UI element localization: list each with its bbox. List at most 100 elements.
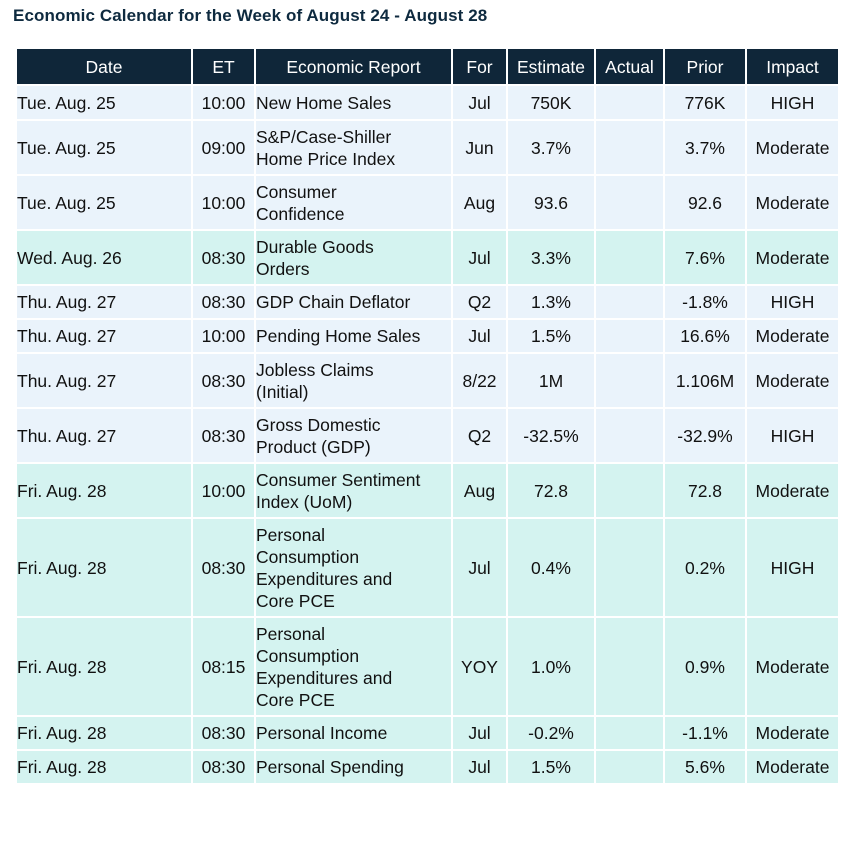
- economic-calendar-table: Date ET Economic Report For Estimate Act…: [15, 47, 840, 785]
- date-cell: Fri. Aug. 28: [15, 616, 193, 717]
- table-row: Thu. Aug. 27 08:30 Gross Domestic Product (…: [15, 407, 840, 464]
- report-cell: Personal Consumption Expenditures and Core …: [254, 517, 453, 618]
- time-cell: 10:00: [191, 318, 256, 354]
- time-cell: 08:15: [191, 616, 256, 717]
- for-cell: 8/22: [451, 352, 508, 409]
- impact-cell: Moderate: [745, 462, 840, 519]
- date-cell: Thu. Aug. 27: [15, 284, 193, 320]
- actual-cell: [594, 284, 665, 320]
- prior-cell: 16.6%: [663, 318, 747, 354]
- prior-cell: 92.6: [663, 174, 747, 231]
- impact-cell: Moderate: [745, 616, 840, 717]
- report-line: Consumer Sentiment: [256, 469, 421, 490]
- column-header-date: Date: [15, 47, 193, 86]
- report-cell: Personal Spending: [254, 749, 453, 785]
- date-cell: Wed. Aug. 26: [15, 229, 193, 286]
- table-row: Wed. Aug. 26 08:30 Durable Goods Orders Jul 3…: [15, 229, 840, 286]
- report-line: Personal Income: [256, 723, 388, 743]
- report-line: Expenditures and: [256, 667, 393, 688]
- report-cell: Gross Domestic Product (GDP): [254, 407, 453, 464]
- time-cell: 08:30: [191, 352, 256, 409]
- report-line: Jobless Claims: [256, 359, 374, 380]
- time-cell: 08:30: [191, 407, 256, 464]
- estimate-cell: 750K: [506, 84, 596, 121]
- date-cell: Fri. Aug. 28: [15, 715, 193, 751]
- time-cell: 08:30: [191, 749, 256, 785]
- estimate-cell: 3.3%: [506, 229, 596, 286]
- prior-cell: -1.1%: [663, 715, 747, 751]
- actual-cell: [594, 84, 665, 121]
- date-cell: Tue. Aug. 25: [15, 119, 193, 176]
- time-cell: 08:30: [191, 284, 256, 320]
- report-cell: S&P/Case-Shiller Home Price Index: [254, 119, 453, 176]
- report-line: Consumption: [256, 645, 360, 666]
- report-line: Durable Goods: [256, 236, 374, 257]
- impact-cell: HIGH: [745, 84, 840, 121]
- prior-cell: 3.7%: [663, 119, 747, 176]
- page-title: Economic Calendar for the Week of August…: [13, 6, 488, 25]
- date-cell: Thu. Aug. 27: [15, 352, 193, 409]
- estimate-cell: 72.8: [506, 462, 596, 519]
- impact-cell: Moderate: [745, 749, 840, 785]
- report-line: Consumption: [256, 546, 360, 567]
- for-cell: Q2: [451, 407, 508, 464]
- for-cell: Jul: [451, 229, 508, 286]
- table-row: Fri. Aug. 28 08:30 Personal Spending Jul 1.5…: [15, 749, 840, 785]
- table-row: Thu. Aug. 27 08:30 Jobless Claims (Initial)…: [15, 352, 840, 409]
- report-line: Index (UoM): [256, 491, 353, 512]
- prior-cell: 5.6%: [663, 749, 747, 785]
- report-line: Gross Domestic: [256, 414, 381, 435]
- estimate-cell: 1.3%: [506, 284, 596, 320]
- time-cell: 08:30: [191, 229, 256, 286]
- for-cell: YOY: [451, 616, 508, 717]
- for-cell: Jun: [451, 119, 508, 176]
- report-cell: Personal Income: [254, 715, 453, 751]
- impact-cell: HIGH: [745, 284, 840, 320]
- prior-cell: 0.2%: [663, 517, 747, 618]
- report-cell: Personal Consumption Expenditures and Core …: [254, 616, 453, 717]
- column-header-for: For: [451, 47, 508, 86]
- report-cell: GDP Chain Deflator: [254, 284, 453, 320]
- column-header-actual: Actual: [594, 47, 665, 86]
- column-header-impact: Impact: [745, 47, 840, 86]
- prior-cell: 72.8: [663, 462, 747, 519]
- table-row: Tue. Aug. 25 10:00 New Home Sales Jul 750K 77…: [15, 84, 840, 121]
- impact-cell: HIGH: [745, 407, 840, 464]
- table-body: Tue. Aug. 25 10:00 New Home Sales Jul 750K 77…: [15, 84, 840, 785]
- actual-cell: [594, 517, 665, 618]
- impact-cell: HIGH: [745, 517, 840, 618]
- report-line: Consumer: [256, 181, 337, 202]
- estimate-cell: 3.7%: [506, 119, 596, 176]
- estimate-cell: 0.4%: [506, 517, 596, 618]
- time-cell: 09:00: [191, 119, 256, 176]
- report-line: Product (GDP): [256, 436, 371, 457]
- impact-cell: Moderate: [745, 318, 840, 354]
- report-line: Pending Home Sales: [256, 326, 421, 346]
- report-line: Core PCE: [256, 590, 335, 611]
- report-cell: Consumer Confidence: [254, 174, 453, 231]
- report-cell: New Home Sales: [254, 84, 453, 121]
- report-line: (Initial): [256, 381, 309, 402]
- impact-cell: Moderate: [745, 229, 840, 286]
- impact-cell: Moderate: [745, 119, 840, 176]
- time-cell: 10:00: [191, 174, 256, 231]
- column-header-report: Economic Report: [254, 47, 453, 86]
- estimate-cell: 1M: [506, 352, 596, 409]
- date-cell: Fri. Aug. 28: [15, 517, 193, 618]
- table-row: Fri. Aug. 28 08:30 Personal Income Jul -0.2%…: [15, 715, 840, 751]
- prior-cell: 0.9%: [663, 616, 747, 717]
- table-row: Tue. Aug. 25 09:00 S&P/Case-Shiller Home Pr…: [15, 119, 840, 176]
- report-line: GDP Chain Deflator: [256, 292, 411, 312]
- report-line: Expenditures and: [256, 568, 393, 589]
- report-line: Core PCE: [256, 689, 335, 710]
- prior-cell: -1.8%: [663, 284, 747, 320]
- time-cell: 08:30: [191, 715, 256, 751]
- impact-cell: Moderate: [745, 352, 840, 409]
- date-cell: Thu. Aug. 27: [15, 407, 193, 464]
- prior-cell: 7.6%: [663, 229, 747, 286]
- report-line: Orders: [256, 258, 310, 279]
- date-cell: Tue. Aug. 25: [15, 174, 193, 231]
- report-cell: Jobless Claims (Initial): [254, 352, 453, 409]
- for-cell: Aug: [451, 462, 508, 519]
- time-cell: 10:00: [191, 462, 256, 519]
